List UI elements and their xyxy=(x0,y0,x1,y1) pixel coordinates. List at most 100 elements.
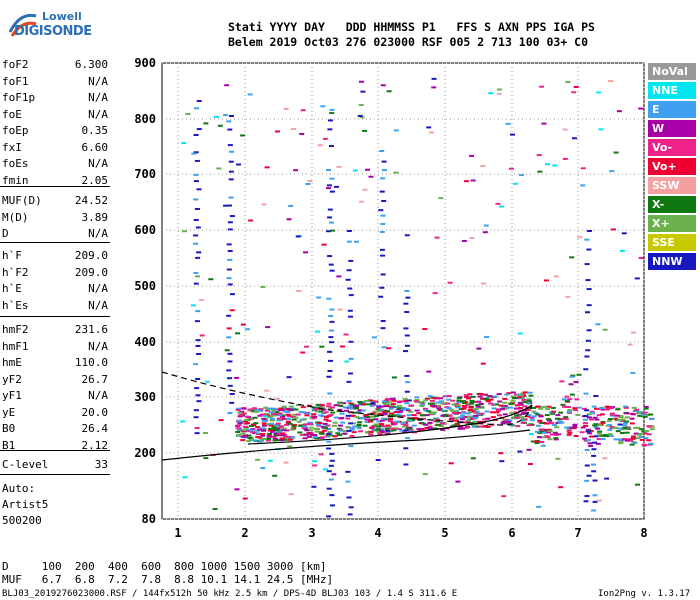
echo-mark xyxy=(328,315,334,318)
echo-mark xyxy=(275,422,281,425)
echo-mark xyxy=(469,399,475,402)
echo-mark xyxy=(275,424,281,427)
echo-mark xyxy=(300,406,306,409)
echo-mark xyxy=(606,419,612,422)
echo-mark xyxy=(327,350,333,353)
echo-mark xyxy=(358,103,364,106)
echo-mark xyxy=(190,304,196,307)
echo-mark xyxy=(509,412,515,415)
echo-mark xyxy=(427,425,433,428)
echo-mark xyxy=(376,410,382,413)
echo-mark xyxy=(517,332,523,335)
echo-mark xyxy=(408,404,414,407)
artist-label: Artist5 xyxy=(2,498,49,511)
echo-mark xyxy=(403,399,409,402)
echo-mark xyxy=(370,412,376,415)
echo-mark xyxy=(584,263,590,266)
echo-mark xyxy=(440,422,446,425)
echo-mark xyxy=(516,396,522,399)
echo-mark xyxy=(379,409,385,412)
echo-mark xyxy=(648,413,654,416)
echo-mark xyxy=(376,430,382,433)
echo-mark xyxy=(329,190,335,193)
header-row2: Belem 2019 Oct03 276 023000 RSF 005 2 71… xyxy=(228,35,589,49)
echo-mark xyxy=(289,428,295,431)
echo-mark xyxy=(556,433,562,436)
echo-mark xyxy=(293,416,299,419)
echo-mark xyxy=(467,415,473,418)
echo-mark xyxy=(498,404,504,407)
echo-mark xyxy=(291,413,297,416)
echo-mark xyxy=(340,421,346,424)
echo-mark xyxy=(566,411,572,414)
echo-mark xyxy=(402,425,408,428)
echo-mark xyxy=(348,340,354,343)
echo-mark xyxy=(622,422,628,425)
echo-mark xyxy=(278,426,284,429)
echo-mark xyxy=(531,415,537,418)
echo-mark xyxy=(488,398,494,401)
echo-mark xyxy=(352,425,358,428)
echo-mark xyxy=(363,413,369,416)
echo-mark xyxy=(349,427,355,430)
echo-mark xyxy=(592,416,598,419)
echo-mark xyxy=(463,180,469,183)
echo-mark xyxy=(335,432,341,435)
echo-mark xyxy=(570,374,576,377)
echo-mark xyxy=(438,397,444,400)
echo-mark xyxy=(328,359,334,362)
echo-mark xyxy=(551,410,557,413)
echo-mark xyxy=(604,408,610,411)
echo-mark xyxy=(347,405,353,408)
echo-mark xyxy=(326,169,332,172)
echo-mark xyxy=(460,414,466,417)
echo-mark xyxy=(524,408,530,411)
echo-mark xyxy=(585,311,591,314)
echo-mark xyxy=(314,430,320,433)
echo-mark xyxy=(569,256,575,259)
echo-mark xyxy=(432,397,438,400)
echo-mark xyxy=(583,414,589,417)
echo-mark xyxy=(194,207,200,210)
echo-mark xyxy=(227,204,233,207)
echo-mark xyxy=(449,418,455,421)
echo-mark xyxy=(533,412,539,415)
echo-mark xyxy=(547,438,553,441)
echo-mark xyxy=(619,249,625,252)
echo-mark xyxy=(602,434,608,437)
echo-mark xyxy=(615,408,621,411)
echo-mark xyxy=(331,473,337,476)
echo-mark xyxy=(261,429,267,432)
echo-mark xyxy=(312,464,318,467)
echo-mark xyxy=(271,426,277,429)
echo-mark xyxy=(269,419,275,422)
echo-mark xyxy=(326,470,332,473)
echo-mark xyxy=(403,429,409,432)
echo-mark xyxy=(265,423,271,426)
echo-mark xyxy=(540,436,546,439)
legend-item-vo: Vo+ xyxy=(648,158,696,175)
echo-mark xyxy=(336,275,342,278)
echo-mark xyxy=(326,432,332,435)
echo-mark xyxy=(593,435,599,438)
param-name: C-level xyxy=(2,458,49,471)
echo-mark xyxy=(244,419,250,422)
echo-mark xyxy=(257,414,263,417)
echo-mark xyxy=(470,417,476,420)
echo-mark xyxy=(356,423,362,426)
echo-mark xyxy=(600,408,606,411)
echo-mark xyxy=(340,345,346,348)
x-tick-label: 8 xyxy=(640,526,647,540)
echo-mark xyxy=(272,439,278,442)
echo-mark xyxy=(462,406,468,409)
param-name: foEp xyxy=(2,124,29,137)
echo-mark xyxy=(382,413,388,416)
echo-mark xyxy=(394,421,400,424)
echo-mark xyxy=(193,416,199,419)
echo-mark xyxy=(458,426,464,429)
echo-mark xyxy=(391,429,397,432)
echo-mark xyxy=(476,413,482,416)
echo-mark xyxy=(613,417,619,420)
y-tick-label: 80 xyxy=(142,512,156,526)
echo-mark xyxy=(327,216,333,219)
